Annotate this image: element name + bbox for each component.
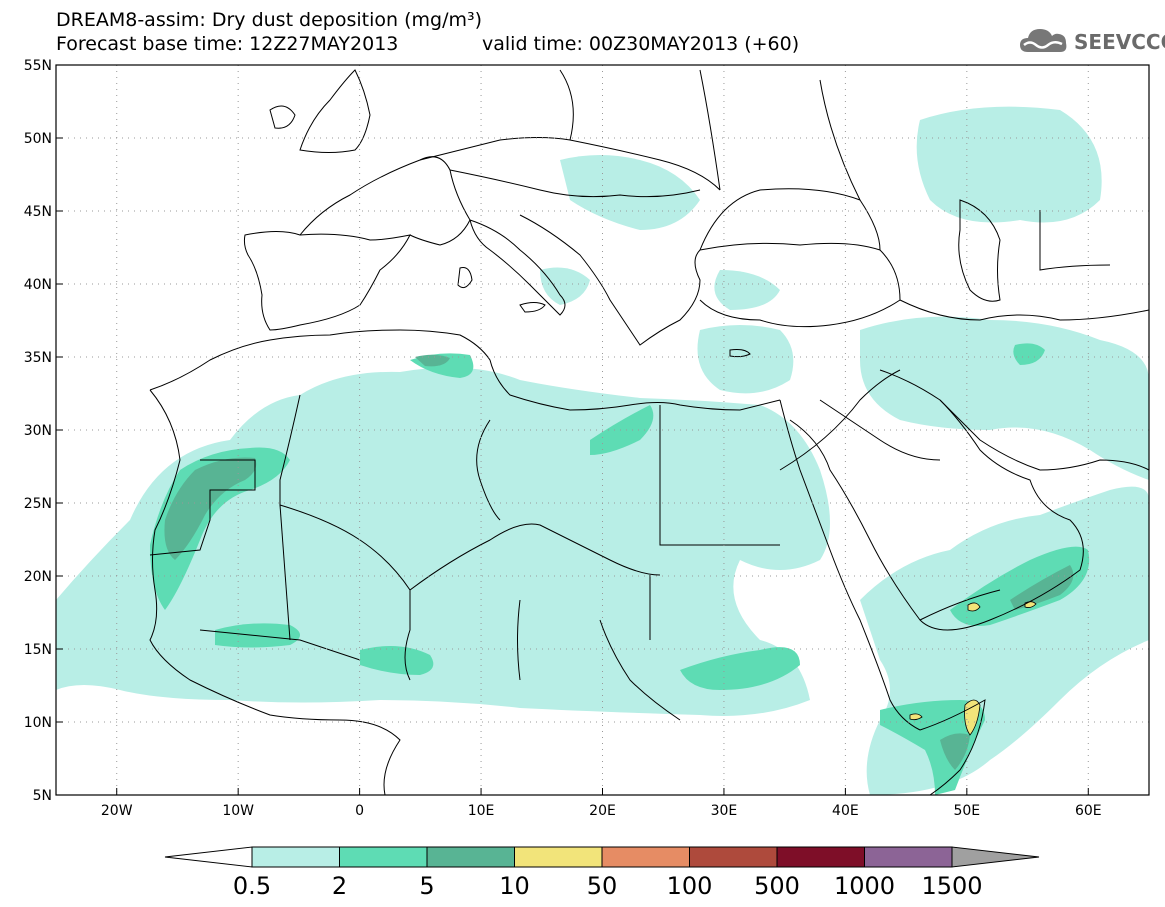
lon-tick-label: 10W (222, 803, 254, 819)
lat-tick-label: 50N (24, 131, 52, 147)
colorbar-label: 10 (499, 872, 530, 900)
colorbar-label: 500 (754, 872, 800, 900)
colorbar-swatch (339, 846, 428, 868)
colorbar-swatch (514, 846, 603, 868)
lon-tick-label: 0 (355, 803, 364, 819)
lat-lon-grid (56, 65, 1149, 795)
lat-tick-label: 35N (24, 350, 52, 366)
lat-tick-label: 25N (24, 496, 52, 512)
forecast-base-time: Forecast base time: 12Z27MAY2013 (56, 33, 399, 55)
seevccc-logo: SEEVCCC (1018, 24, 1165, 60)
logo-text: SEEVCCC (1074, 30, 1165, 54)
cloud-icon (1020, 29, 1067, 52)
colorbar-label: 0.5 (232, 872, 272, 900)
colorbar-label: 2 (331, 872, 348, 900)
lon-tick-label: 20E (589, 803, 616, 819)
map-title: DREAM8-assim: Dry dust deposition (mg/m³… (56, 9, 483, 31)
lon-tick-label: 10E (468, 803, 495, 819)
lat-tick-label: 20N (24, 569, 52, 585)
lon-tick-label: 60E (1075, 803, 1102, 819)
lon-tick-label: 30E (711, 803, 738, 819)
colorbar-low-arrow (164, 846, 253, 868)
lon-tick-label: 20W (101, 803, 133, 819)
colorbar-label: 1500 (921, 872, 983, 900)
lat-tick-label: 15N (24, 642, 52, 658)
longitude-ticks: 20W 10W 0 10E 20E 30E 40E 50E 60E (101, 788, 1102, 819)
lat-tick-label: 5N (33, 788, 52, 804)
lat-tick-label: 40N (24, 277, 52, 293)
colorbar-label: 100 (666, 872, 713, 900)
lat-tick-label: 10N (24, 715, 52, 731)
latitude-ticks: 55N 50N 45N 40N 35N 30N 25N 20N 15N 10N 5N (24, 58, 63, 804)
colorbar-swatch (864, 846, 953, 868)
colorbar-high-arrow (951, 846, 1040, 868)
colorbar-label: 5 (419, 872, 435, 900)
lon-tick-label: 40E (832, 803, 859, 819)
colorbar-swatch (251, 846, 340, 868)
colorbar (164, 846, 1040, 868)
lat-tick-label: 55N (24, 58, 52, 74)
colorbar-swatch (776, 846, 865, 868)
colorbar-swatch (426, 846, 515, 868)
lat-tick-label: 45N (24, 204, 52, 220)
colorbar-swatch (689, 846, 778, 868)
lat-tick-label: 30N (24, 423, 52, 439)
colorbar-swatch (601, 846, 690, 868)
colorbar-label: 50 (586, 872, 618, 900)
colorbar-label: 1000 (833, 872, 896, 900)
valid-time: valid time: 00Z30MAY2013 (+60) (482, 33, 800, 55)
lon-tick-label: 50E (953, 803, 980, 819)
coastlines (149, 69, 1150, 796)
deposition-level-dark (164, 354, 1074, 770)
